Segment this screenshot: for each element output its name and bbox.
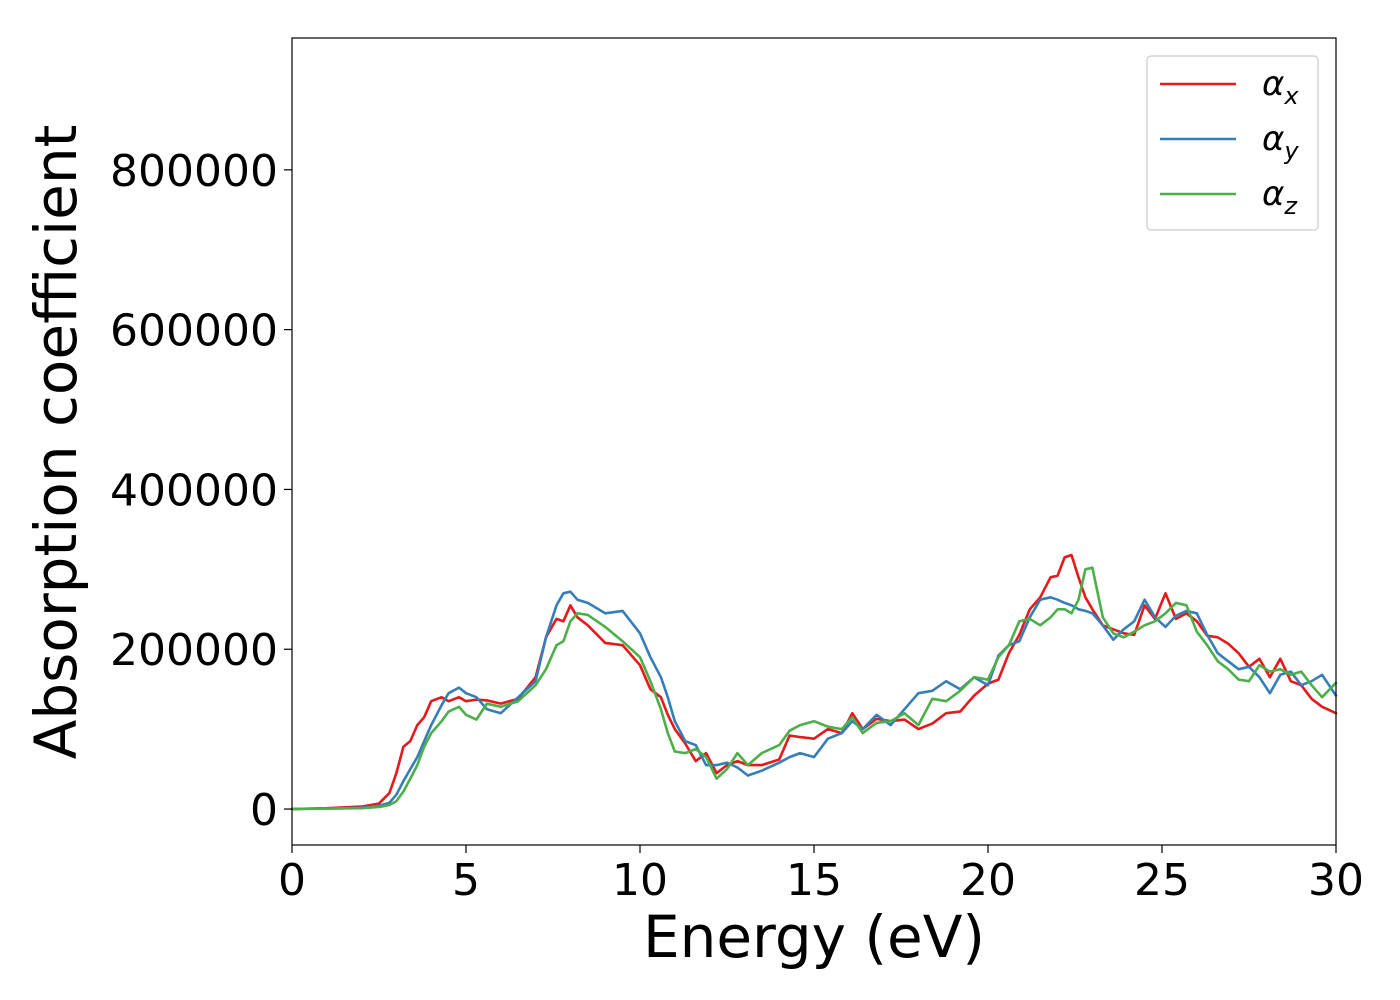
series-line-y [290,590,1338,811]
y-tick-label: 0 [250,785,278,836]
y-axis-label: Absorption coefficient [22,125,90,760]
y-tick-label: 400000 [110,465,278,516]
x-tick-label: 20 [960,855,1016,906]
x-tick-label: 5 [452,855,480,906]
x-tick-label: 0 [278,855,306,906]
x-tick-label: 25 [1134,855,1190,906]
legend-box [1146,55,1319,231]
legend-label-y: αy [1262,119,1299,165]
x-axis-label: Energy (eV) [643,903,985,971]
legend-subscript-z: z [1283,192,1298,220]
legend-subscript-x: x [1283,82,1299,110]
series-layer [290,553,1338,811]
x-tick-label: 10 [612,855,668,906]
legend-label-x: αx [1262,64,1299,110]
y-axis: 0 200000 400000 600000 800000 [110,146,292,836]
y-tick-label: 800000 [110,146,278,197]
x-axis: 0 5 10 15 20 25 30 [278,845,1364,906]
y-tick-label: 200000 [110,625,278,676]
x-tick-label: 15 [786,855,842,906]
x-tick-label: 30 [1308,855,1364,906]
y-tick-label: 600000 [110,306,278,357]
series-line-z [290,566,1338,811]
legend-subscript-y: y [1283,137,1299,165]
